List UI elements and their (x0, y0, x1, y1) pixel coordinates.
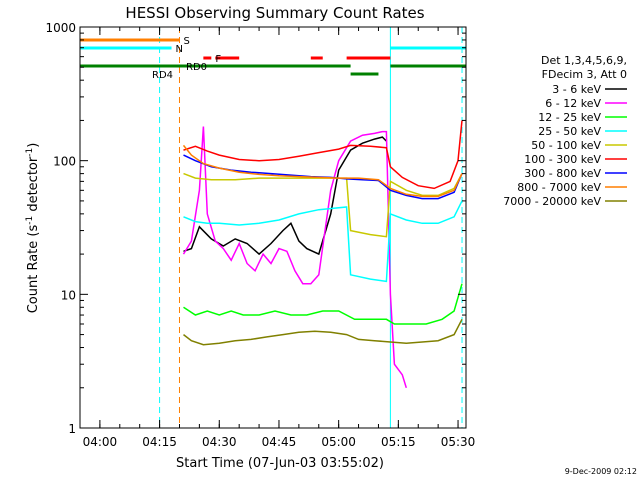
x-tick-label-6: 05:30 (441, 435, 476, 449)
legend-label-4: 50 - 100 keV (531, 139, 601, 152)
y-axis-label: Count Rate (s-1 detector-1) (25, 143, 41, 314)
x-tick-label-4: 05:00 (321, 435, 356, 449)
x-tick-label-1: 04:15 (142, 435, 177, 449)
x-tick-label-5: 05:15 (381, 435, 416, 449)
series-line-2 (183, 283, 463, 325)
legend-label-2: 12 - 25 keV (538, 111, 601, 124)
y-axis: 1 10 100 1000 (45, 21, 466, 436)
legend-label-6: 300 - 800 keV (524, 167, 601, 180)
x-axis: 04:00 04:15 04:30 04:45 05:00 05:15 05:30 (79, 27, 476, 449)
flag-n-label: N (176, 44, 183, 55)
legend: Det 1,3,4,5,6,9, FDecim 3, Att 0 3 - 6 k… (503, 54, 627, 208)
legend-header-line-2: FDecim 3, Att 0 (542, 68, 627, 81)
chart-title: HESSI Observing Summary Count Rates (125, 4, 424, 22)
x-tick-label-0: 04:00 (83, 435, 118, 449)
plot-area: SN F RD0 RD4 (80, 27, 466, 428)
plot-frame (79, 26, 467, 429)
series-line-4 (183, 172, 463, 238)
legend-label-0: 3 - 6 keV (552, 83, 601, 96)
x-tick-label-2: 04:30 (202, 435, 237, 449)
series-line-1 (182, 126, 408, 389)
legend-label-3: 25 - 50 keV (538, 125, 601, 138)
x-axis-label: Start Time (07-Jun-03 03:55:02) (176, 456, 384, 471)
y-tick-label-3: 1000 (45, 21, 76, 35)
series-line-5 (183, 120, 463, 190)
legend-label-5: 100 - 300 keV (524, 153, 601, 166)
y-tick-label-2: 100 (53, 155, 76, 169)
series-line-8 (183, 318, 463, 346)
legend-label-8: 7000 - 20000 keV (503, 195, 601, 208)
x-tick-label-3: 04:45 (262, 435, 297, 449)
legend-label-1: 6 - 12 keV (545, 97, 601, 110)
flag-f-label: F (215, 54, 221, 65)
y-tick-label-1: 10 (61, 288, 76, 302)
series-line-7 (182, 144, 463, 198)
flag-s-label: S (183, 36, 189, 47)
flag-rd0-label: RD0 (186, 62, 207, 73)
series-line-3 (183, 200, 463, 283)
y-tick-label-0: 1 (68, 422, 76, 436)
legend-header-line-1: Det 1,3,4,5,6,9, (541, 54, 627, 67)
flag-rd4-label: RD4 (152, 70, 173, 81)
legend-label-7: 800 - 7000 keV (517, 181, 601, 194)
timestamp: 9-Dec-2009 02:12 (565, 467, 637, 476)
